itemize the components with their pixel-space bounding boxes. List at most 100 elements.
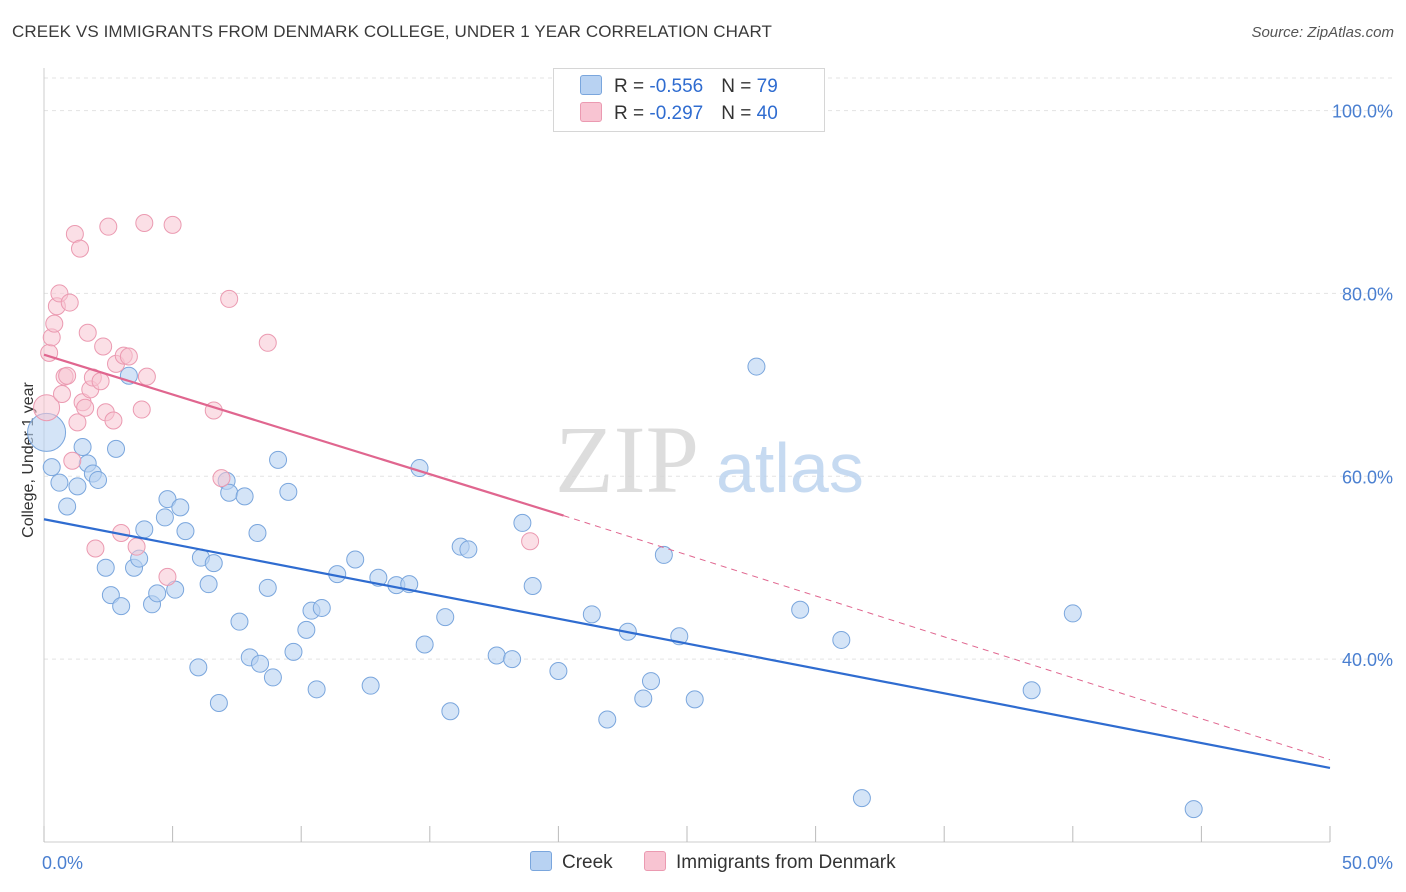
y-tick-label: 40.0% [1342, 650, 1393, 670]
creek-point [279, 482, 298, 501]
watermark: ZIP atlas [555, 406, 864, 513]
creek-point [1184, 800, 1203, 819]
denmark-point [71, 239, 90, 258]
legend-n-label: N = [721, 76, 757, 97]
creek-point [297, 620, 316, 639]
creek-point [598, 710, 617, 729]
x-tick-label: 50.0% [1342, 853, 1393, 873]
creek-point [312, 598, 331, 617]
creek-point [199, 575, 218, 594]
creek-point [832, 630, 851, 649]
creek-point [135, 520, 154, 539]
correlation-legend: R = -0.556 N = 79 R = -0.297 N = 40 [553, 68, 825, 132]
creek-point [68, 477, 87, 496]
denmark-point [137, 367, 156, 386]
creek-point [436, 608, 455, 627]
creek-point [582, 605, 601, 624]
creek-point [89, 470, 108, 489]
denmark-point [76, 398, 95, 417]
denmark-point [220, 289, 239, 308]
creek-point [209, 694, 228, 713]
creek-point [50, 473, 69, 492]
y-tick-label: 80.0% [1342, 284, 1393, 304]
denmark-point [53, 385, 72, 403]
creek-point [204, 554, 223, 573]
denmark-point [33, 394, 61, 422]
denmark-point [521, 532, 540, 551]
legend-r-label: R = [614, 76, 650, 97]
denmark-point [45, 314, 64, 333]
y-tick-label: 60.0% [1342, 467, 1393, 487]
denmark-point [63, 451, 82, 470]
legend-n-label: N = [721, 103, 757, 124]
creek-point [230, 612, 249, 631]
denmark-swatch [644, 851, 666, 871]
creek-point [107, 439, 126, 458]
creek-point [112, 597, 131, 616]
series-legend-denmark: Immigrants from Denmark [644, 851, 896, 874]
y-tick-labels: 40.0% 60.0% 80.0% 100.0% [1332, 102, 1393, 671]
denmark-swatch [580, 102, 602, 122]
creek-point [42, 458, 61, 477]
creek-point [747, 357, 766, 376]
creek-point [148, 584, 167, 603]
creek-point [235, 487, 254, 506]
legend-r-label: R = [614, 103, 650, 124]
denmark-point [119, 347, 138, 366]
creek-points [27, 357, 1203, 819]
creek-trend-line [43, 518, 1331, 770]
denmark-point [99, 217, 118, 236]
grid-lines [44, 77, 1392, 660]
creek-point [155, 508, 174, 527]
legend-r-value: -0.297 [649, 103, 704, 124]
trend-lines [43, 353, 1331, 770]
creek-point [73, 438, 92, 457]
creek-point [523, 577, 542, 595]
creek-swatch [530, 851, 552, 871]
creek-point [269, 450, 288, 469]
creek-point [361, 676, 380, 695]
creek-point [258, 578, 277, 597]
creek-point [503, 650, 522, 669]
creek-point [513, 513, 532, 532]
denmark-point [68, 413, 87, 432]
denmark-point [86, 539, 105, 558]
denmark-point [212, 469, 231, 488]
creek-point [189, 658, 208, 677]
creek-point [415, 635, 434, 654]
axes [43, 68, 1331, 843]
creek-point [307, 680, 326, 699]
chart-title: CREEK VS IMMIGRANTS FROM DENMARK COLLEGE… [12, 22, 773, 41]
creek-point [263, 668, 282, 687]
creek-point [791, 600, 810, 619]
creek-point [459, 540, 478, 559]
creek-point [158, 490, 177, 509]
denmark-point [158, 567, 177, 586]
legend-row-denmark: R = -0.297 N = 40 [580, 102, 778, 126]
x-tick-label: 0.0% [42, 853, 83, 873]
legend-n-value: 40 [756, 103, 778, 124]
creek-point [852, 789, 871, 808]
creek-point [96, 558, 115, 577]
creek-point [176, 522, 195, 541]
series-legend-label: Immigrants from Denmark [676, 852, 896, 873]
series-legend-creek: Creek [530, 851, 613, 874]
watermark-zip: ZIP [555, 406, 699, 513]
legend-row-creek: R = -0.556 N = 79 [580, 75, 778, 99]
creek-point [549, 662, 568, 681]
creek-point [1022, 681, 1041, 700]
denmark-trend-extension [563, 515, 1331, 761]
creek-point [284, 642, 303, 661]
watermark-atlas: atlas [716, 429, 864, 507]
denmark-point [127, 537, 146, 556]
denmark-point [94, 337, 113, 356]
legend-r-value: -0.556 [649, 76, 704, 97]
denmark-point [135, 214, 154, 233]
denmark-point [78, 323, 97, 342]
denmark-point [104, 411, 123, 430]
creek-point [441, 702, 460, 721]
denmark-point [258, 333, 277, 352]
creek-point [487, 646, 506, 665]
creek-point [101, 586, 120, 605]
